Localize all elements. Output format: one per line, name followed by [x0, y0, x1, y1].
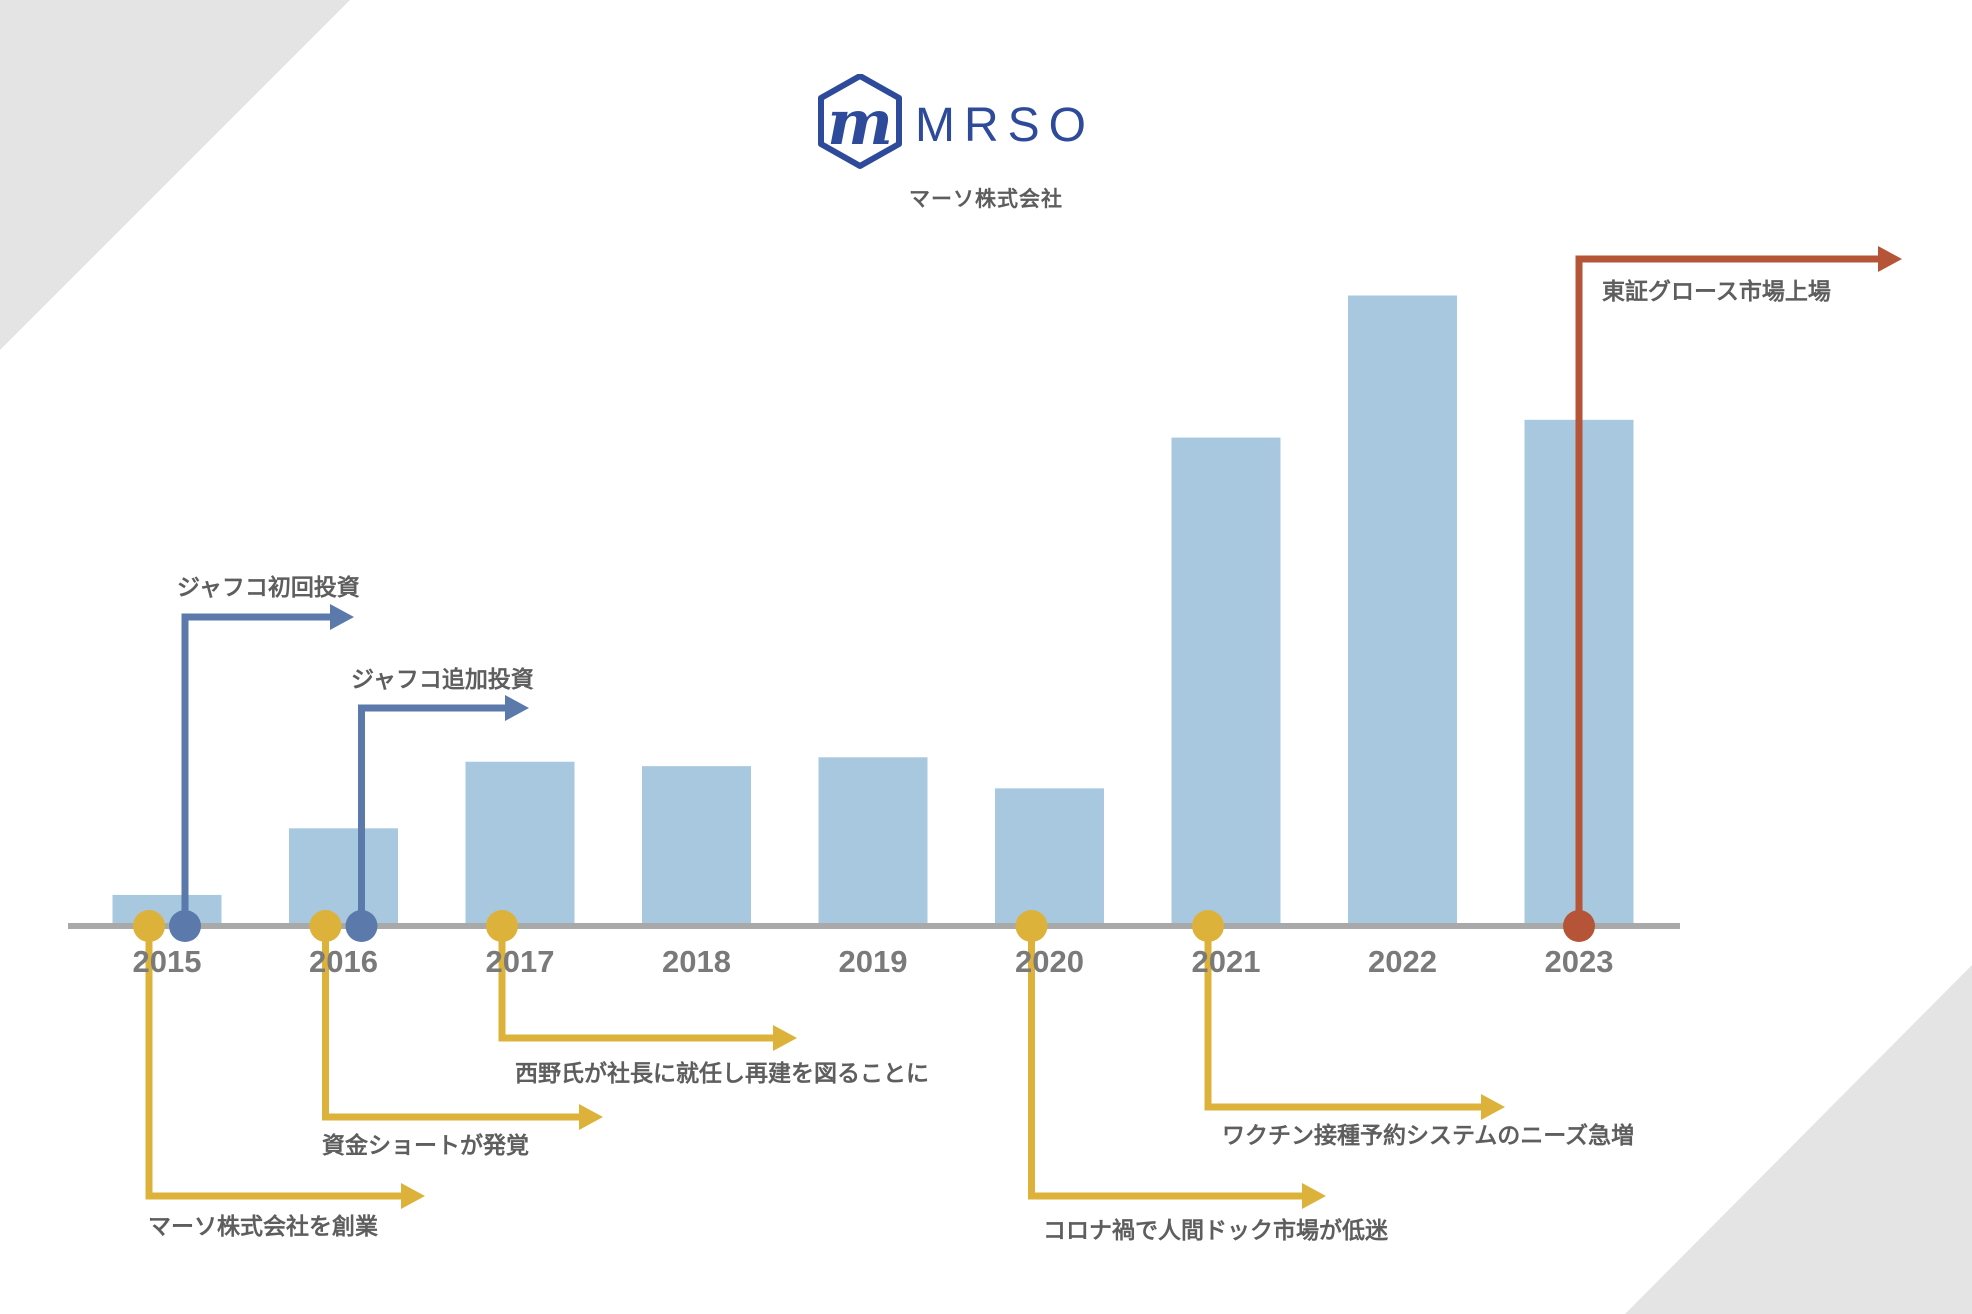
arrow-right-icon — [579, 1104, 603, 1130]
event-label: コロナ禍で人間ドック市場が低迷 — [1043, 1217, 1389, 1244]
event-marker-dot — [133, 910, 165, 942]
event-connector — [145, 926, 403, 1200]
event-marker-dot — [1563, 910, 1595, 942]
year-label-2022: 2022 — [1368, 944, 1437, 979]
bar-2016 — [289, 828, 398, 926]
year-label-2016: 2016 — [309, 944, 378, 979]
hexagon-logo-icon — [818, 73, 902, 169]
bar-2019 — [818, 757, 928, 926]
arrow-right-icon — [330, 604, 354, 630]
arrow-right-icon — [1878, 246, 1902, 272]
event-marker-dot — [309, 910, 342, 942]
event-connector — [181, 613, 332, 926]
corner-decoration-top-left — [0, 0, 350, 350]
event-label: 資金ショートが発覚 — [322, 1132, 529, 1159]
arrow-right-icon — [505, 695, 529, 721]
event-label: ワクチン接種予約システムのニーズ急増 — [1222, 1122, 1634, 1149]
event-label: マーソ株式会社を創業 — [148, 1213, 379, 1240]
year-label-2019: 2019 — [839, 944, 908, 979]
event-marker-dot — [345, 910, 378, 942]
event-label: ジャフコ追加投資 — [351, 666, 534, 693]
event-marker-dot — [486, 910, 518, 942]
arrow-right-icon — [773, 1025, 797, 1051]
bar-2015 — [112, 894, 222, 926]
year-label-2017: 2017 — [486, 944, 555, 979]
event-markers — [133, 910, 1595, 942]
event-connector — [498, 926, 775, 1042]
year-label-2015: 2015 — [133, 944, 202, 979]
event-connector — [1575, 255, 1880, 926]
logo-mark-letter: m — [827, 86, 893, 159]
event-label: ジャフコ初回投資 — [177, 574, 360, 601]
bar-2017 — [465, 761, 575, 926]
event-marker-dot — [169, 910, 201, 942]
year-label-2021: 2021 — [1192, 944, 1261, 979]
year-label-2023: 2023 — [1545, 944, 1614, 979]
event-marker-dot — [1192, 910, 1224, 942]
year-tick-labels: 2015 2016 2017 2018 2019 2020 2021 2022 2023 — [133, 944, 1614, 979]
arrow-right-icon — [1481, 1094, 1505, 1120]
event-connector — [322, 926, 581, 1121]
bar-2022 — [1348, 295, 1457, 926]
event-marker-dot — [1015, 910, 1048, 942]
company-name: マーソ株式会社 — [909, 187, 1063, 211]
bar-2020 — [995, 788, 1104, 926]
bar-2018 — [642, 766, 751, 926]
year-label-2020: 2020 — [1015, 944, 1084, 979]
event-connector — [1028, 926, 1304, 1200]
event-annotations: マーソ株式会社を創業 資金ショートが発覚 西野氏が社長に就任し再建を図ることにコロナ… — [145, 246, 1902, 1244]
bar-series — [112, 295, 1634, 926]
event-connector — [358, 704, 507, 926]
mrso-logo: m MRSO — [815, 73, 1165, 170]
bar-2021 — [1171, 437, 1281, 926]
event-label: 西野氏が社長に就任し再建を図ることに — [515, 1060, 929, 1087]
arrow-right-icon — [1302, 1183, 1326, 1209]
event-connector — [1204, 926, 1483, 1111]
arrow-right-icon — [401, 1183, 425, 1209]
year-label-2018: 2018 — [662, 944, 731, 979]
logo-wordmark: MRSO — [915, 99, 1095, 152]
corner-decoration-bottom-right — [1625, 965, 1972, 1314]
event-label: 東証グロース市場上場 — [1602, 278, 1831, 305]
